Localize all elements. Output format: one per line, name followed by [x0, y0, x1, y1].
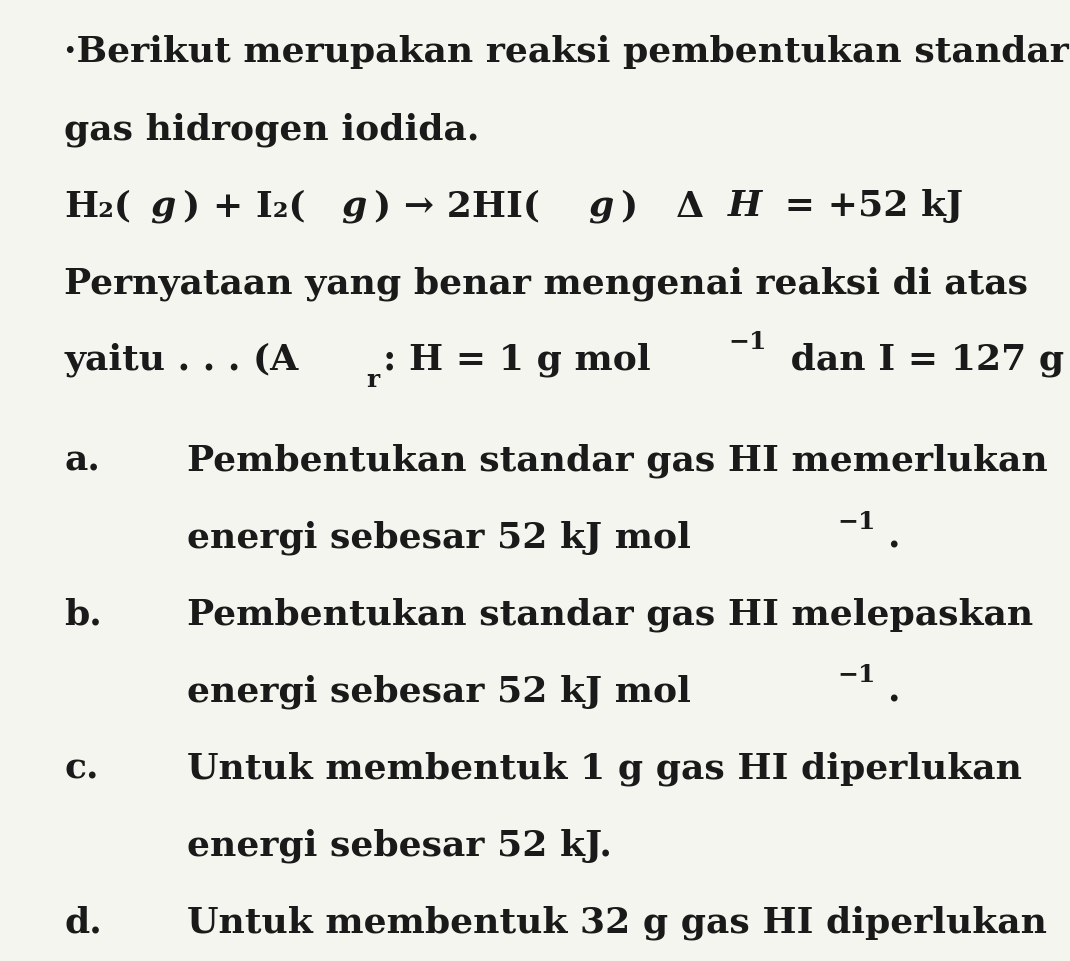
Text: H: H: [728, 189, 762, 223]
Text: gas hidrogen iodida.: gas hidrogen iodida.: [64, 112, 479, 147]
Text: Pembentukan standar gas HI memerlukan: Pembentukan standar gas HI memerlukan: [187, 444, 1048, 479]
Text: r: r: [366, 368, 380, 392]
Text: energi sebesar 52 kJ.: energi sebesar 52 kJ.: [187, 828, 612, 863]
Text: .: .: [887, 521, 900, 554]
Text: g: g: [341, 189, 367, 224]
Text: : H = 1 g mol: : H = 1 g mol: [383, 343, 651, 378]
Text: Pernyataan yang benar mengenai reaksi di atas: Pernyataan yang benar mengenai reaksi di…: [64, 266, 1028, 301]
Text: −1: −1: [729, 330, 767, 354]
Text: g: g: [151, 189, 175, 224]
Text: .: .: [887, 675, 900, 708]
Text: )   Δ: ) Δ: [621, 189, 704, 223]
Text: dan I = 127 g mol: dan I = 127 g mol: [778, 343, 1070, 378]
Text: Untuk membentuk 32 g gas HI diperlukan: Untuk membentuk 32 g gas HI diperlukan: [187, 905, 1048, 940]
Text: energi sebesar 52 kJ mol: energi sebesar 52 kJ mol: [187, 521, 691, 555]
Text: c.: c.: [64, 752, 98, 785]
Text: energi sebesar 52 kJ mol: energi sebesar 52 kJ mol: [187, 675, 691, 709]
Text: ) + I₂(: ) + I₂(: [183, 189, 306, 223]
Text: b.: b.: [64, 598, 102, 631]
Text: g: g: [588, 189, 613, 224]
Text: H₂(: H₂(: [64, 189, 132, 223]
Text: yaitu . . . (A: yaitu . . . (A: [64, 343, 299, 378]
Text: −1: −1: [838, 509, 875, 533]
Text: d.: d.: [64, 905, 102, 939]
Text: = +52 kJ: = +52 kJ: [773, 189, 963, 223]
Text: Pembentukan standar gas HI melepaskan: Pembentukan standar gas HI melepaskan: [187, 598, 1034, 632]
Text: −1: −1: [838, 663, 875, 687]
Text: ) → 2HI(: ) → 2HI(: [374, 189, 540, 223]
Text: Untuk membentuk 1 g gas HI diperlukan: Untuk membentuk 1 g gas HI diperlukan: [187, 752, 1022, 786]
Text: ·Berikut merupakan reaksi pembentukan standar: ·Berikut merupakan reaksi pembentukan st…: [64, 36, 1069, 69]
Text: a.: a.: [64, 444, 101, 478]
